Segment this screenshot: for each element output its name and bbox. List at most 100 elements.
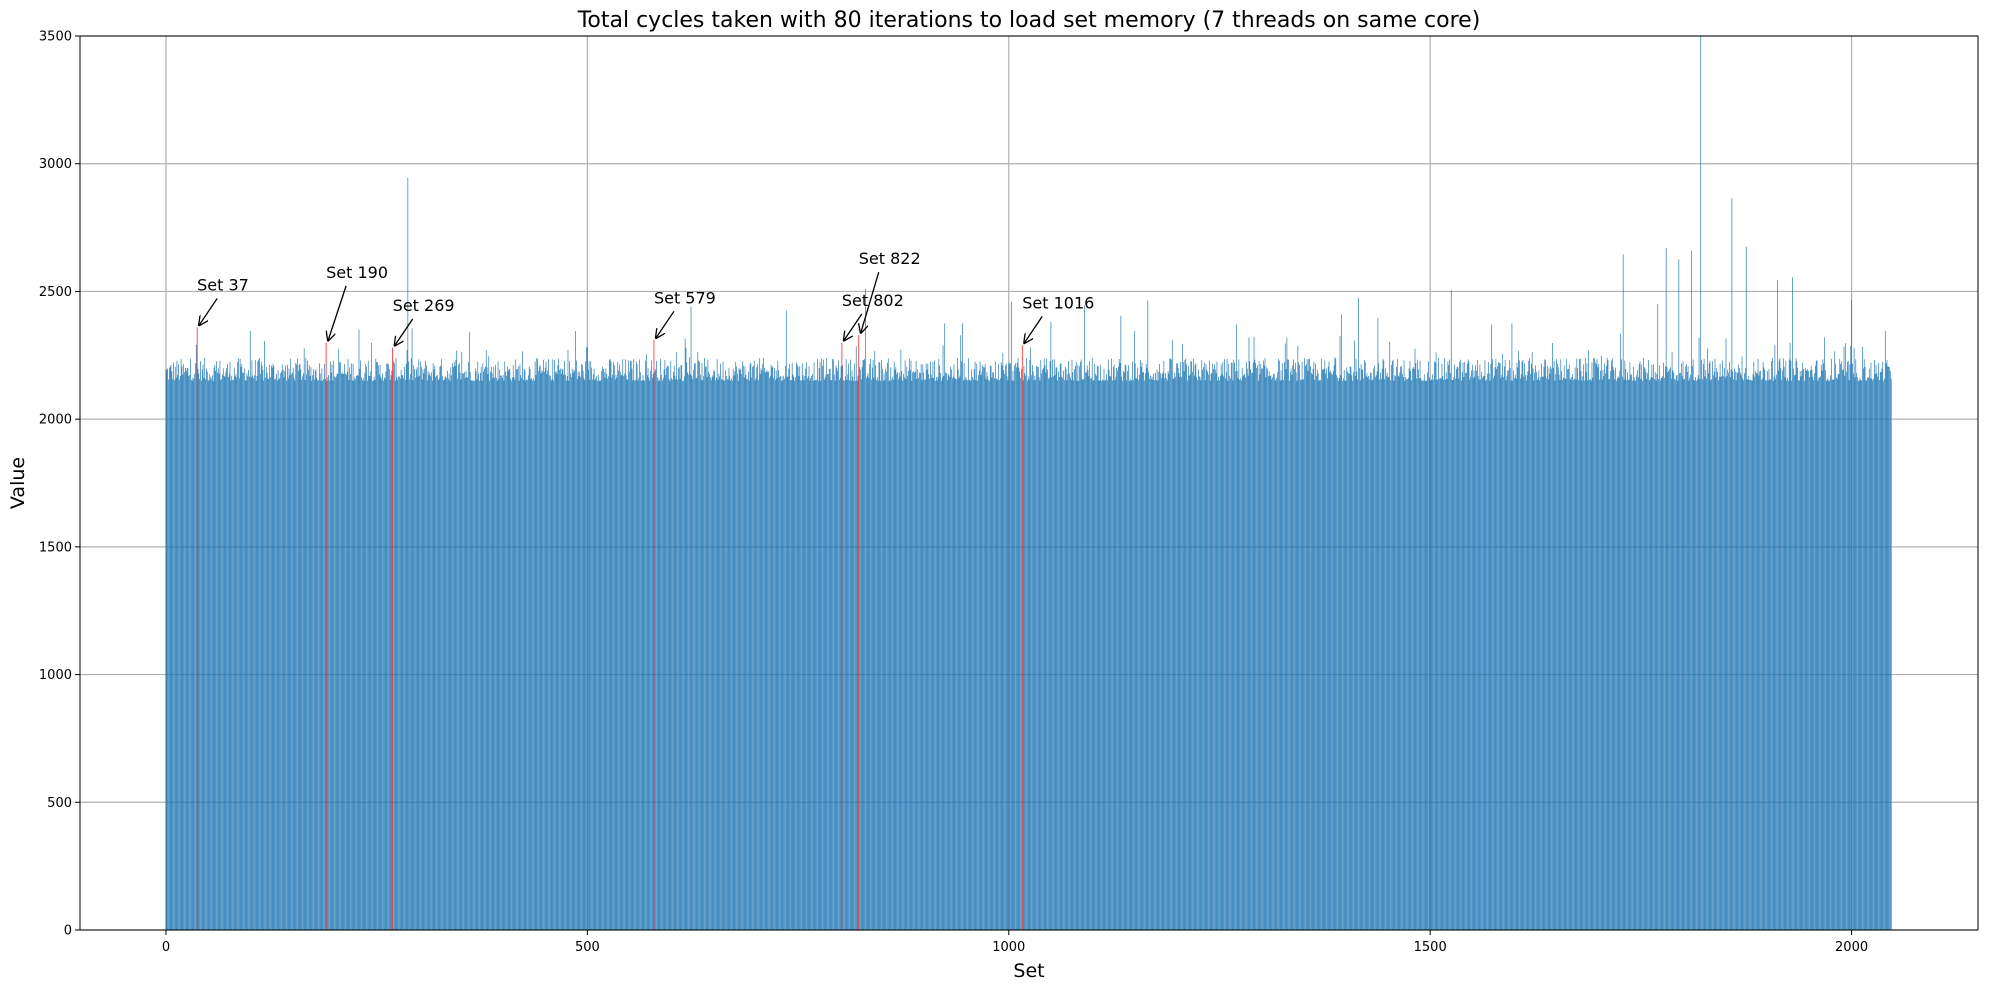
- bar: [902, 380, 903, 931]
- bar: [355, 378, 356, 931]
- bar: [345, 374, 347, 930]
- bar: [404, 380, 406, 931]
- bar: [233, 380, 234, 930]
- bar: [1410, 371, 1412, 930]
- bar: [536, 357, 538, 931]
- bar: [1799, 371, 1801, 930]
- bar: [1625, 368, 1627, 930]
- bar: [400, 369, 402, 931]
- bar: [923, 372, 924, 930]
- bar: [1676, 375, 1678, 930]
- bar: [812, 380, 814, 930]
- bar: [1236, 370, 1238, 930]
- bar: [184, 372, 185, 930]
- bar: [1355, 358, 1357, 930]
- bar: [1260, 363, 1262, 930]
- bar: [485, 366, 486, 930]
- bar: [577, 371, 579, 931]
- bar: [1737, 373, 1739, 930]
- bar: [1246, 361, 1247, 930]
- bar: [1219, 380, 1220, 930]
- bar: [403, 378, 404, 930]
- bar: [1316, 369, 1318, 930]
- bar: [1283, 380, 1284, 930]
- bar: [537, 358, 538, 930]
- bar: [567, 349, 569, 930]
- bar: [691, 375, 693, 930]
- bar: [647, 367, 649, 930]
- bar: [767, 371, 769, 931]
- bar: [844, 380, 845, 930]
- bar: [459, 372, 461, 930]
- bar: [1475, 365, 1477, 931]
- bar: [1453, 377, 1455, 930]
- bar: [613, 362, 614, 930]
- bar: [463, 372, 465, 930]
- bar: [195, 363, 196, 930]
- bar: [1007, 380, 1009, 931]
- bar: [707, 359, 709, 931]
- bar: [739, 370, 741, 931]
- bar: [534, 361, 536, 930]
- bar: [415, 369, 417, 930]
- bar: [660, 358, 662, 930]
- bar: [1436, 379, 1438, 930]
- bar: [717, 379, 719, 931]
- bar: [882, 380, 884, 930]
- bar: [710, 380, 712, 930]
- bar: [1751, 380, 1753, 930]
- bar: [715, 380, 716, 930]
- bar: [1372, 379, 1374, 931]
- bar: [1789, 342, 1791, 930]
- bar: [1243, 374, 1245, 930]
- bar: [1347, 371, 1348, 930]
- bar: [1606, 357, 1608, 931]
- bar: [290, 358, 292, 930]
- bar: [576, 360, 577, 931]
- bar: [1697, 375, 1699, 930]
- bar: [1268, 376, 1269, 930]
- bar: [335, 377, 336, 930]
- bar: [1105, 379, 1107, 930]
- bar: [1659, 380, 1661, 930]
- bar: [1250, 369, 1251, 930]
- bar: [847, 374, 849, 931]
- bar: [1523, 376, 1525, 931]
- bar: [1540, 377, 1541, 930]
- bar: [175, 377, 177, 931]
- bar: [394, 380, 396, 931]
- bar: [248, 369, 249, 931]
- bar: [225, 372, 227, 930]
- annotation-label: Set 822: [859, 249, 921, 268]
- bar: [1150, 379, 1152, 931]
- bar: [650, 370, 651, 931]
- bar: [1609, 378, 1611, 931]
- bar: [339, 362, 340, 930]
- bar: [409, 379, 410, 931]
- bar: [458, 363, 460, 930]
- bar: [257, 361, 259, 930]
- bar: [1763, 367, 1765, 930]
- bar: [358, 329, 360, 930]
- bar: [558, 358, 560, 930]
- bar: [1530, 373, 1531, 930]
- bar: [305, 358, 307, 931]
- bar: [735, 361, 737, 930]
- bar: [1181, 376, 1182, 930]
- bar: [1042, 369, 1043, 931]
- bar: [1460, 359, 1461, 931]
- bar: [1471, 370, 1472, 930]
- bar: [1340, 375, 1342, 930]
- bar: [562, 369, 564, 930]
- bar: [1576, 358, 1578, 930]
- bar: [1715, 377, 1717, 930]
- bar: [603, 372, 605, 930]
- bar: [1533, 380, 1535, 931]
- bar: [1504, 359, 1506, 930]
- bar: [510, 379, 512, 930]
- bar: [1431, 380, 1433, 930]
- bar: [516, 369, 517, 930]
- bar: [1535, 365, 1536, 930]
- bar: [1005, 363, 1007, 930]
- bar: [606, 373, 608, 930]
